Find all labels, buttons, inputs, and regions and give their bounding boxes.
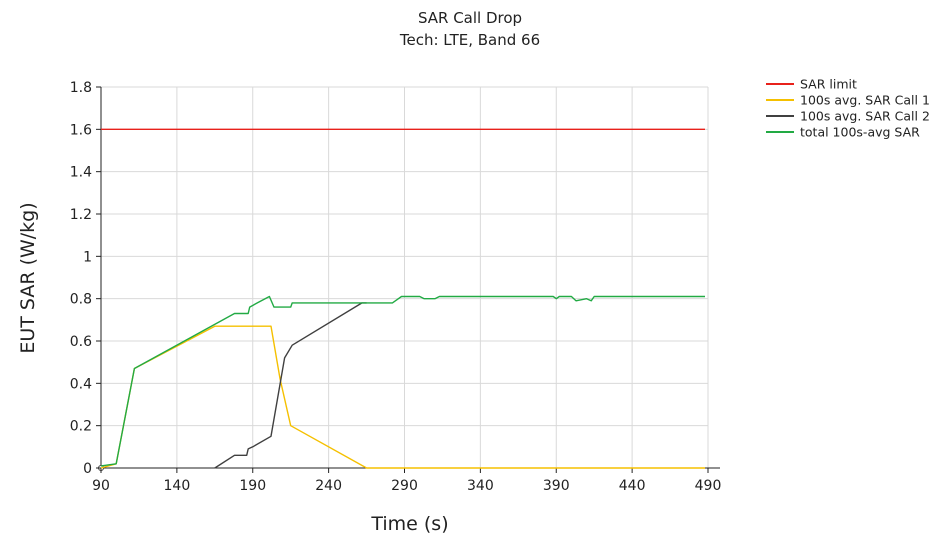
x-ticks: 90 140 190 240 290 340 390 440 490 [92, 468, 721, 494]
x-axis-label: Time (s) [370, 513, 448, 535]
x-tick-label: 90 [92, 478, 110, 494]
y-tick-label: 0.4 [70, 376, 92, 392]
y-tick-label: 0.6 [70, 334, 92, 350]
x-tick-label: 340 [467, 478, 494, 494]
y-tick-label: 1.4 [70, 165, 92, 181]
y-axis-label: EUT SAR (W/kg) [17, 202, 39, 353]
x-tick-label: 390 [543, 478, 570, 494]
series-lines [100, 128, 705, 469]
x-tick-label: 440 [619, 478, 646, 494]
grid [101, 86, 709, 468]
legend-entry: 100s avg. SAR Call 1 [800, 93, 930, 108]
y-tick-label: 1.2 [70, 207, 92, 223]
series-line-4 [100, 295, 705, 467]
x-tick-label: 490 [695, 478, 722, 494]
y-tick-label: 1.6 [70, 122, 92, 138]
x-tick-label: 290 [391, 478, 418, 494]
legend-entry: total 100s-avg SAR [800, 125, 920, 140]
y-tick-label: 1.8 [70, 80, 92, 96]
legend-entry: 100s avg. SAR Call 2 [800, 109, 930, 124]
x-tick-label: 190 [239, 478, 266, 494]
series-line-2 [100, 325, 705, 469]
chart-subtitle: Tech: LTE, Band 66 [399, 31, 540, 49]
x-tick-label: 140 [164, 478, 191, 494]
y-tick-label: 0 [83, 461, 92, 477]
series-line-3 [214, 302, 367, 469]
y-tick-label: 0.2 [70, 419, 92, 435]
axes [98, 87, 720, 471]
y-tick-label: 1 [83, 249, 92, 265]
x-tick-label: 240 [315, 478, 342, 494]
legend-entry: SAR limit [800, 77, 857, 92]
y-tick-label: 0.8 [70, 292, 92, 308]
chart-title: SAR Call Drop [418, 9, 522, 27]
y-ticks: 0 0.2 0.4 0.6 0.8 1 1.2 1.4 1.6 1.8 [70, 80, 101, 477]
